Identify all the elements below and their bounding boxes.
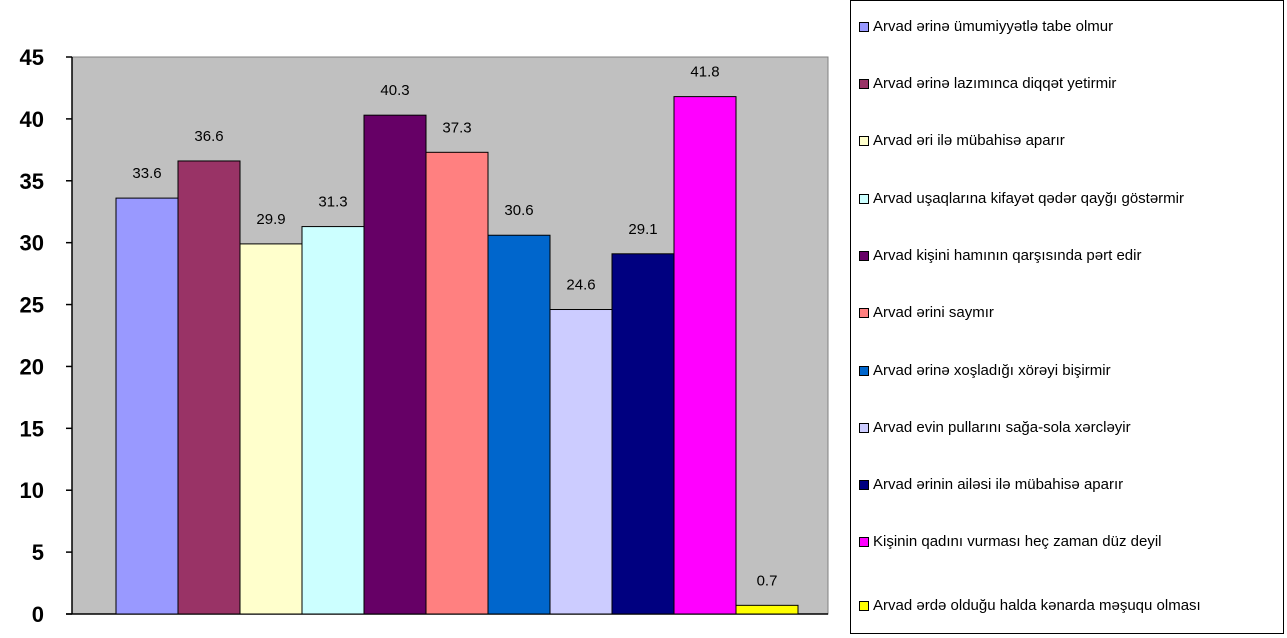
bar <box>487 234 551 615</box>
legend-label: Arvad ərinə lazımınca diqqət yetirmir <box>873 75 1117 92</box>
legend-label: Arvad ərini saymır <box>873 304 994 321</box>
legend-label: Arvad ərinin ailəsi ilə mübahisə aparır <box>873 476 1124 493</box>
y-tick-label: 0 <box>32 602 44 627</box>
bar <box>177 160 241 615</box>
data-label: 36.6 <box>194 128 223 145</box>
data-label: 30.6 <box>504 202 533 219</box>
data-label: 24.6 <box>566 277 595 294</box>
legend-swatch <box>859 423 869 433</box>
bar <box>301 226 365 615</box>
data-label: 40.3 <box>380 82 409 99</box>
bar <box>115 197 179 615</box>
y-tick-label: 5 <box>32 540 44 565</box>
y-tick-label: 35 <box>20 169 44 194</box>
legend-label: Arvad evin pullarını sağa-sola xərcləyir <box>873 419 1131 436</box>
y-tick-label: 30 <box>20 231 44 256</box>
y-tick-label: 40 <box>20 107 44 132</box>
legend-swatch <box>859 537 869 547</box>
y-tick-label: 20 <box>20 354 44 379</box>
bar <box>673 96 737 615</box>
legend-swatch <box>859 366 869 376</box>
legend-label: Arvad ərdə olduğu halda kənarda məşuqu o… <box>873 597 1201 614</box>
bar <box>239 243 303 615</box>
data-label: 29.1 <box>628 221 657 238</box>
data-label: 0.7 <box>757 572 778 589</box>
bar <box>363 114 427 615</box>
data-labels: 33.6 36.6 29.9 31.3 40.3 37.3 30.6 24.6 29.1 41.8… <box>132 64 777 590</box>
y-tick-label: 45 <box>20 45 44 70</box>
data-label: 33.6 <box>132 165 161 182</box>
legend-swatch <box>859 251 869 261</box>
legend: Arvad ərinə ümumiyyətlə tabe olmur Arvad … <box>850 0 1284 634</box>
bar <box>549 309 613 615</box>
legend-swatch <box>859 480 869 490</box>
bars <box>115 96 799 615</box>
bar <box>735 604 799 615</box>
legend-swatch <box>859 22 869 32</box>
bar <box>425 151 489 615</box>
legend-swatch <box>859 194 869 204</box>
legend-label: Arvad kişini hamının qarşısında pərt edi… <box>873 247 1142 264</box>
y-tick-label: 25 <box>20 293 44 318</box>
legend-swatch <box>859 79 869 89</box>
legend-swatch <box>859 136 869 146</box>
y-tick-label: 10 <box>20 478 44 503</box>
data-label: 29.9 <box>256 211 285 228</box>
bar <box>611 253 675 615</box>
data-label: 31.3 <box>318 194 347 211</box>
data-label: 41.8 <box>690 64 719 81</box>
data-label: 37.3 <box>442 119 471 136</box>
y-tick-label: 15 <box>20 416 44 441</box>
legend-label: Arvad ərinə xoşladığı xörəyi bişirmir <box>873 362 1111 379</box>
legend-label: Arvad əri ilə mübahisə aparır <box>873 132 1065 149</box>
legend-swatch <box>859 601 869 611</box>
legend-label: Kişinin qadını vurması heç zaman düz dey… <box>873 533 1162 550</box>
legend-label: Arvad uşaqlarına kifayət qədər qayğı gös… <box>873 190 1184 207</box>
legend-swatch <box>859 308 869 318</box>
legend-label: Arvad ərinə ümumiyyətlə tabe olmur <box>873 18 1114 35</box>
